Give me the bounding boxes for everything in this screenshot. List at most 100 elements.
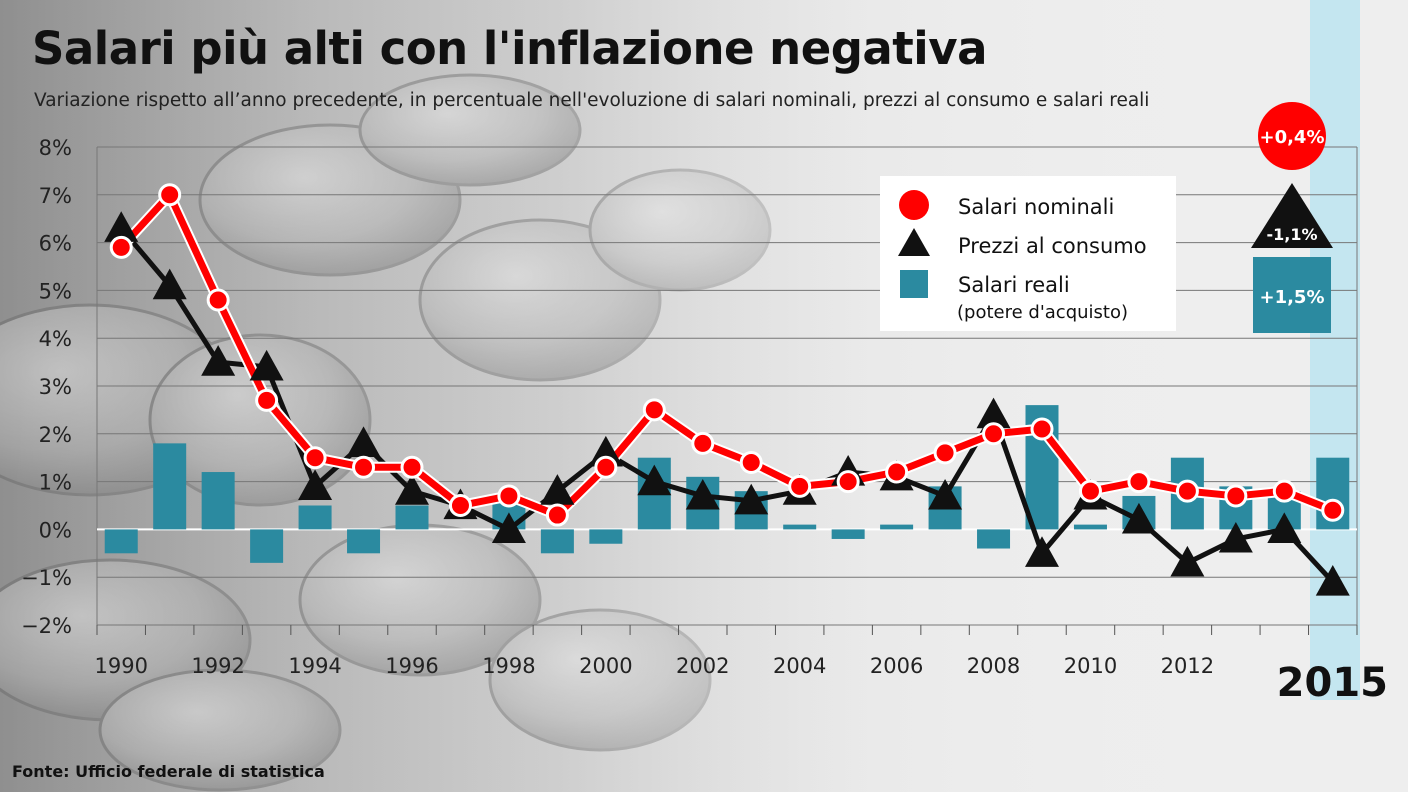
legend: Salari nominali Prezzi al consumo Salari… xyxy=(880,176,1176,331)
y-tick-label: 5% xyxy=(39,279,72,303)
marker-prezzi-al-consumo xyxy=(588,435,623,467)
marker-salari-nominali xyxy=(303,446,327,470)
marker-salari-nominali xyxy=(1321,498,1345,522)
y-tick-label: −1% xyxy=(21,566,72,590)
legend-note-potere-acquisto: (potere d'acquisto) xyxy=(957,302,1128,323)
marker-salari-nominali xyxy=(788,474,812,498)
marker-prezzi-al-consumo xyxy=(201,345,236,376)
y-tick-label: 7% xyxy=(39,184,72,208)
y-tick-label: 8% xyxy=(39,136,72,160)
marker-prezzi-al-consumo xyxy=(1025,536,1059,567)
bar-salari-reali xyxy=(347,529,381,554)
marker-salari-nominali xyxy=(497,484,521,508)
x-tick-label: 1998 xyxy=(482,654,535,678)
x-tick-label: 1996 xyxy=(385,654,438,678)
marker-salari-nominali xyxy=(836,470,860,494)
marker-prezzi-al-consumo xyxy=(1121,502,1156,534)
x-tick-label: 2000 xyxy=(579,654,632,678)
marker-salari-nominali xyxy=(158,183,182,207)
marker-salari-nominali xyxy=(885,460,909,484)
highlight-year-label: 2015 xyxy=(1277,660,1388,706)
x-tick-label: 2002 xyxy=(676,654,729,678)
marker-prezzi-al-consumo xyxy=(249,349,284,381)
badge-prezzi-al-consumo-label: -1,1% xyxy=(1266,225,1317,244)
y-tick-label: 1% xyxy=(39,471,72,495)
marker-salari-nominali xyxy=(1224,484,1248,508)
bar-salari-reali xyxy=(153,443,187,530)
y-tick-label: 3% xyxy=(39,375,72,399)
marker-prezzi-al-consumo xyxy=(395,474,429,505)
bar-salari-reali xyxy=(298,505,332,530)
bar-salari-reali xyxy=(540,529,574,554)
x-tick-label: 1992 xyxy=(191,654,244,678)
marker-salari-nominali xyxy=(448,494,472,517)
bar-salari-reali xyxy=(201,472,235,530)
marker-salari-nominali xyxy=(1127,470,1151,494)
legend-swatch-salari-reali xyxy=(900,270,928,298)
marker-salari-nominali xyxy=(352,455,376,479)
marker-prezzi-al-consumo xyxy=(1170,545,1205,577)
badge-prezzi-al-consumo-2015 xyxy=(1251,183,1333,248)
marker-prezzi-al-consumo xyxy=(298,469,333,500)
marker-salari-nominali xyxy=(691,431,715,455)
bar-salari-reali xyxy=(104,529,138,554)
marker-salari-nominali xyxy=(642,398,666,422)
bar-salari-reali xyxy=(880,524,914,530)
source-note: Fonte: Ufficio federale di statistica xyxy=(12,762,325,781)
marker-salari-nominali xyxy=(400,455,424,479)
x-tick-label: 2012 xyxy=(1161,654,1214,678)
highlight-2015: +0,4% -1,1% +1,5% 2015 xyxy=(1251,102,1388,706)
marker-prezzi-al-consumo xyxy=(346,426,381,457)
x-tick-label: 1994 xyxy=(288,654,341,678)
marker-prezzi-al-consumo xyxy=(1315,564,1350,596)
marker-prezzi-al-consumo xyxy=(1267,512,1302,543)
marker-prezzi-al-consumo xyxy=(976,397,1011,429)
marker-salari-nominali xyxy=(1272,479,1296,503)
marker-salari-nominali xyxy=(206,288,230,312)
y-tick-label: 0% xyxy=(39,518,72,542)
badge-salari-reali-label: +1,5% xyxy=(1259,287,1324,308)
x-tick-label: 2008 xyxy=(967,654,1020,678)
marker-prezzi-al-consumo xyxy=(104,211,139,242)
y-tick-label: 2% xyxy=(39,423,72,447)
bar-salari-reali xyxy=(783,524,817,530)
x-tick-label: 2004 xyxy=(773,654,826,678)
badge-salari-reali-2015 xyxy=(1253,257,1331,333)
marker-salari-nominali xyxy=(739,450,763,474)
y-axis: 8% 7% 6% 5% 4% 3% 2% 1% 0% −1% −2% xyxy=(21,136,72,638)
marker-salari-nominali xyxy=(933,441,957,465)
marker-prezzi-al-consumo xyxy=(928,478,963,510)
x-tick-label: 2006 xyxy=(870,654,923,678)
marker-salari-nominali xyxy=(1175,479,1199,503)
marker-salari-nominali xyxy=(545,503,569,527)
marker-prezzi-al-consumo xyxy=(685,478,720,510)
marker-salari-nominali xyxy=(1030,417,1054,441)
legend-box xyxy=(880,176,1176,331)
legend-label-salari-reali: Salari reali xyxy=(958,273,1070,297)
marker-prezzi-al-consumo xyxy=(152,268,187,300)
bar-salari-reali xyxy=(589,529,623,544)
marker-prezzi-al-consumo xyxy=(540,474,575,505)
series-markers xyxy=(104,183,1350,596)
y-tick-label: 4% xyxy=(39,327,72,351)
marker-salari-nominali xyxy=(1078,479,1102,503)
marker-prezzi-al-consumo xyxy=(637,464,672,496)
marker-salari-nominali xyxy=(982,422,1006,446)
marker-prezzi-al-consumo xyxy=(491,512,526,543)
x-tick-label: 1990 xyxy=(95,654,148,678)
chart-title: Salari più alti con l'inflazione negativ… xyxy=(32,22,987,75)
y-tick-label: −2% xyxy=(21,614,72,638)
marker-salari-nominali xyxy=(255,388,279,412)
marker-salari-nominali xyxy=(109,235,133,259)
badge-salari-nominali-2015 xyxy=(1258,102,1326,170)
bar-salari-reali xyxy=(831,529,865,539)
legend-label-prezzi-al-consumo: Prezzi al consumo xyxy=(958,234,1147,258)
chart-subtitle: Variazione rispetto all’anno precedente,… xyxy=(34,90,1150,111)
legend-swatch-salari-nominali xyxy=(899,190,929,220)
bar-salari-reali xyxy=(977,529,1011,549)
marker-salari-nominali xyxy=(594,455,618,479)
marker-prezzi-al-consumo xyxy=(734,483,769,515)
bar-salari-reali xyxy=(1073,524,1107,530)
x-tick-label: 2010 xyxy=(1064,654,1117,678)
